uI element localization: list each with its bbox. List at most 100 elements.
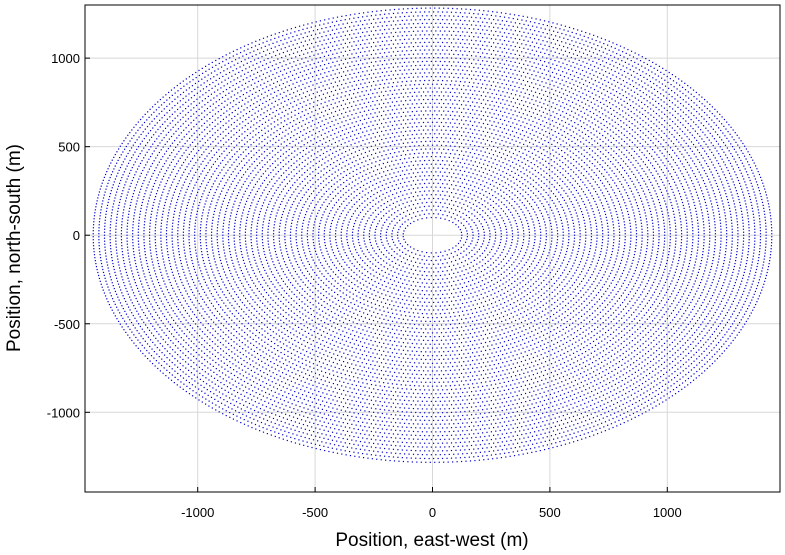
data-point [269,303,271,305]
data-point [341,316,343,318]
data-point [416,149,418,151]
data-point [574,196,576,199]
data-point [595,278,597,280]
data-point [598,196,600,198]
data-point [612,289,614,291]
data-point [484,263,486,265]
data-point [522,121,524,123]
data-point [480,118,482,120]
data-point [616,255,618,257]
data-point [270,297,272,299]
data-point [363,156,365,159]
data-point [553,161,555,163]
data-point [383,342,385,344]
data-point [314,206,316,209]
data-point [615,175,617,177]
data-point [540,138,542,140]
data-point [400,361,402,363]
data-point [458,315,460,317]
data-point [434,125,436,127]
data-point [547,255,549,257]
data-point [271,290,273,292]
data-point [446,168,448,170]
data-point [544,314,546,316]
data-point [556,293,559,295]
data-point [385,347,387,349]
data-point [401,170,404,172]
data-point [425,148,427,150]
data-point [419,301,421,303]
data-point [511,254,514,256]
data-point [409,331,411,333]
data-point [413,137,416,139]
data-point [503,265,505,267]
data-point [356,331,358,333]
data-point [294,144,296,146]
data-point [250,277,252,279]
data-point [422,339,425,341]
data-point [452,327,454,329]
data-point [497,346,499,349]
data-point [525,185,527,187]
data-point [402,274,404,276]
data-point [411,319,413,322]
data-point [515,337,518,339]
data-point [579,208,582,210]
data-point [239,239,241,241]
data-point [417,156,419,158]
data-point [607,278,609,280]
data-point [573,206,575,208]
data-point [433,197,435,200]
data-point [366,264,369,267]
data-point [514,149,517,151]
data-point [467,139,469,142]
data-point [585,206,587,208]
data-point [327,145,329,147]
data-point [623,248,625,250]
data-point [312,129,314,131]
data-point [500,208,502,210]
data-point [571,284,573,286]
data-point [410,161,412,163]
data-point [495,351,497,353]
data-point [540,212,543,214]
data-point [458,146,460,148]
data-point [488,161,490,163]
data-point [426,251,428,254]
data-point [515,163,517,165]
data-point [428,167,430,169]
data-point [522,113,524,115]
data-point [320,134,323,136]
data-point [522,257,524,259]
data-point [364,317,367,319]
data-point [476,251,478,253]
data-point [375,197,377,199]
data-point [421,186,423,189]
data-point [416,350,418,353]
data-point [340,190,342,192]
data-point [506,275,508,277]
data-point [279,284,281,287]
data-point [556,280,558,282]
data-point [495,266,497,268]
data-point [313,224,315,226]
data-point [410,284,412,286]
data-point [291,322,293,324]
data-point [304,290,306,293]
data-point [285,205,287,207]
data-point [628,216,630,218]
data-point [543,250,545,252]
data-point [497,147,499,149]
data-point [628,252,630,254]
data-point [442,214,444,216]
data-point [315,265,317,267]
data-point [321,310,324,312]
data-point [604,210,606,213]
data-point [311,319,313,321]
data-point [559,165,561,167]
data-point [287,279,290,281]
data-point [391,148,394,150]
data-point [301,228,303,230]
data-point [511,198,513,200]
data-point [356,137,358,139]
